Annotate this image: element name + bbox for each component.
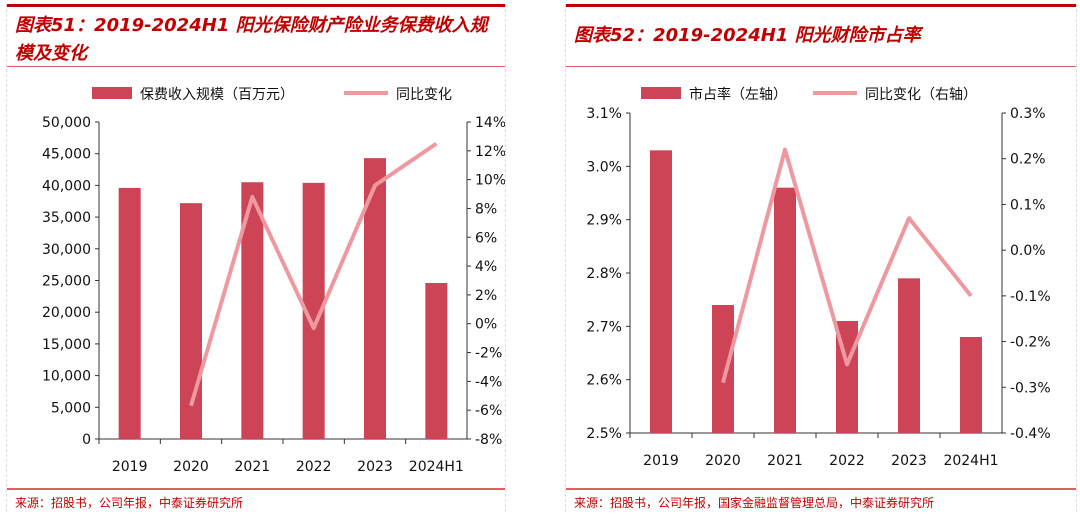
bottom-rule xyxy=(7,488,505,490)
y-tick-label: 2.8% xyxy=(586,266,622,282)
chart-panel-52: 图表52：2019-2024H1 阳光财险市占率 市占率（左轴） 同比变化（右轴）… xyxy=(565,4,1077,512)
legend-bar-swatch xyxy=(641,87,681,99)
y2-tick-label: 0.2% xyxy=(1010,152,1046,168)
y-tick-label: 0 xyxy=(82,432,91,448)
y-tick-label: 25,000 xyxy=(42,274,91,290)
bar xyxy=(364,158,386,439)
y-tick-label: 5,000 xyxy=(51,400,91,416)
bar xyxy=(650,150,672,434)
top-rule xyxy=(566,4,1076,7)
y2-tick-label: 0.0% xyxy=(1010,243,1046,259)
top-rule xyxy=(7,4,505,7)
bar xyxy=(425,283,448,439)
y2-tick-label: 0% xyxy=(475,317,497,333)
x-tick-label: 2023 xyxy=(891,453,927,469)
x-tick-label: 2021 xyxy=(235,459,271,475)
x-tick-label: 2023 xyxy=(357,459,393,475)
y-tick-label: 2.9% xyxy=(586,213,622,229)
y2-tick-label: 12% xyxy=(475,144,505,160)
y-tick-label: 2.7% xyxy=(586,319,622,335)
bar xyxy=(712,305,734,433)
y-tick-label: 2.6% xyxy=(586,373,622,389)
chart-51: 保费收入规模（百万元） 同比变化 0 5,000 10,000 15,000 20,000 2… xyxy=(42,87,505,475)
chart-title: 图表52：2019-2024H1 阳光财险市占率 xyxy=(574,25,921,46)
y-tick-label: 2.5% xyxy=(586,426,622,442)
y-tick-label: 40,000 xyxy=(42,178,91,194)
y2-tick-label: 8% xyxy=(475,201,497,217)
x-tick-label: 2020 xyxy=(705,453,741,469)
legend-label: 市占率（左轴） xyxy=(689,86,787,103)
chart-title: 图表51：2019-2024H1 阳光保险财产险业务保费收入规模及变化 xyxy=(15,15,488,64)
y2-tick-label: 0.3% xyxy=(1010,106,1046,122)
y2-tick-label: -0.4% xyxy=(1010,426,1051,442)
title-rule xyxy=(7,66,505,67)
y2-tick-label: 2% xyxy=(475,288,497,304)
y-tick-label: 45,000 xyxy=(42,147,91,163)
y2-tick-label: 6% xyxy=(475,230,497,246)
y2-tick-label: -2% xyxy=(475,346,502,362)
y-tick-label: 50,000 xyxy=(42,115,91,131)
bar xyxy=(302,182,325,439)
y-tick-label: 3.0% xyxy=(586,159,622,175)
chart-panel-51: 图表51：2019-2024H1 阳光保险财产险业务保费收入规模及变化 保费收入… xyxy=(6,4,506,512)
legend-label: 同比变化（右轴） xyxy=(865,87,977,103)
y2-tick-label: -0.2% xyxy=(1010,335,1051,351)
x-tick-label: 2019 xyxy=(643,453,679,469)
y2-tick-label: -4% xyxy=(475,374,502,390)
x-tick-label: 2020 xyxy=(173,459,209,475)
y-tick-label: 3.1% xyxy=(586,106,622,122)
y2-tick-label: -8% xyxy=(475,432,502,448)
source-note: 来源：招股书，公司年报，中泰证券研究所 xyxy=(15,496,244,510)
y2-tick-label: -0.3% xyxy=(1010,380,1051,396)
y2-tick-label: 0.1% xyxy=(1010,197,1046,213)
y2-tick-label: -6% xyxy=(475,403,502,419)
y-tick-label: 10,000 xyxy=(42,369,91,385)
legend-label: 保费收入规模（百万元） xyxy=(140,87,294,103)
bar xyxy=(118,187,141,439)
x-tick-label: 2024H1 xyxy=(943,453,998,469)
y2-tick-label: 10% xyxy=(475,173,505,189)
chart-52: 市占率（左轴） 同比变化（右轴） 2.5% 2.6% 2.7% 2.8% 2.9% 3.0% 3… xyxy=(586,86,1051,469)
bar xyxy=(241,182,264,440)
y-tick-label: 35,000 xyxy=(42,210,91,226)
y-tick-label: 30,000 xyxy=(42,242,91,258)
x-tick-label: 2024H1 xyxy=(409,459,464,475)
legend-label: 同比变化 xyxy=(396,87,452,103)
bar xyxy=(898,278,920,433)
y-tick-label: 20,000 xyxy=(42,305,91,321)
y-tick-label: 15,000 xyxy=(42,337,91,353)
y2-tick-label: -0.1% xyxy=(1010,289,1051,305)
y2-tick-label: 4% xyxy=(475,259,497,275)
x-tick-label: 2021 xyxy=(767,453,803,469)
source-note: 来源：招股书，公司年报，国家金融监督管理总局，中泰证券研究所 xyxy=(574,496,935,510)
x-tick-label: 2022 xyxy=(296,459,332,475)
y2-tick-label: 14% xyxy=(475,115,505,131)
legend-bar-swatch xyxy=(92,87,132,99)
x-tick-label: 2022 xyxy=(829,453,865,469)
bar xyxy=(960,337,982,433)
title-rule xyxy=(566,66,1076,67)
bottom-rule xyxy=(566,488,1076,490)
x-tick-label: 2019 xyxy=(112,459,148,475)
bar xyxy=(774,187,796,433)
